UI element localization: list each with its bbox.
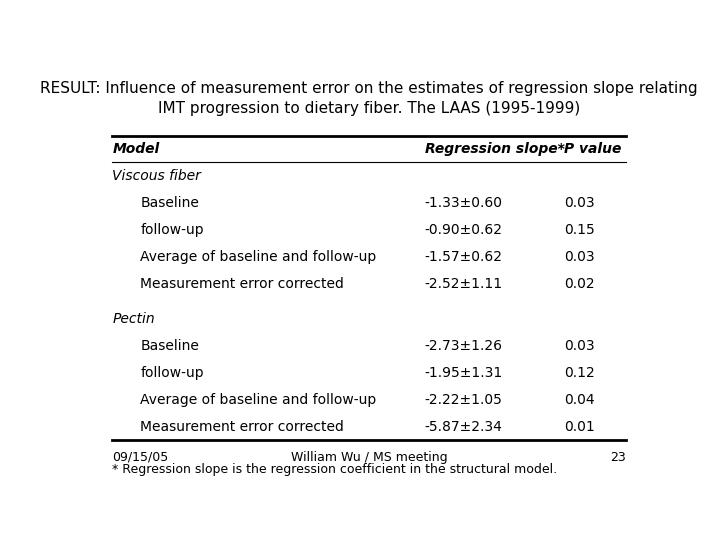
Text: Regression slope*: Regression slope* [425, 141, 564, 156]
Text: -2.22±1.05: -2.22±1.05 [425, 393, 503, 407]
Text: 0.12: 0.12 [564, 366, 595, 380]
Text: Viscous fiber: Viscous fiber [112, 169, 201, 183]
Text: Baseline: Baseline [140, 339, 199, 353]
Text: Average of baseline and follow-up: Average of baseline and follow-up [140, 393, 377, 407]
Text: 0.04: 0.04 [564, 393, 595, 407]
Text: * Regression slope is the regression coefficient in the structural model.: * Regression slope is the regression coe… [112, 463, 557, 476]
Text: RESULT: Influence of measurement error on the estimates of regression slope rela: RESULT: Influence of measurement error o… [40, 82, 698, 116]
Text: 0.02: 0.02 [564, 277, 595, 291]
Text: -1.33±0.60: -1.33±0.60 [425, 196, 503, 210]
Text: Baseline: Baseline [140, 196, 199, 210]
Text: 0.15: 0.15 [564, 223, 595, 237]
Text: -1.95±1.31: -1.95±1.31 [425, 366, 503, 380]
Text: 0.03: 0.03 [564, 250, 595, 264]
Text: -0.90±0.62: -0.90±0.62 [425, 223, 503, 237]
Text: Pectin: Pectin [112, 312, 155, 326]
Text: follow-up: follow-up [140, 223, 204, 237]
Text: Measurement error corrected: Measurement error corrected [140, 420, 344, 434]
Text: 23: 23 [610, 451, 626, 464]
Text: -1.57±0.62: -1.57±0.62 [425, 250, 503, 264]
Text: 09/15/05: 09/15/05 [112, 451, 168, 464]
Text: P value: P value [564, 141, 621, 156]
Text: -2.73±1.26: -2.73±1.26 [425, 339, 503, 353]
Text: -2.52±1.11: -2.52±1.11 [425, 277, 503, 291]
Text: Average of baseline and follow-up: Average of baseline and follow-up [140, 250, 377, 264]
Text: 0.01: 0.01 [564, 420, 595, 434]
Text: Measurement error corrected: Measurement error corrected [140, 277, 344, 291]
Text: William Wu / MS meeting: William Wu / MS meeting [291, 451, 447, 464]
Text: Model: Model [112, 141, 160, 156]
Text: 0.03: 0.03 [564, 339, 595, 353]
Text: 0.03: 0.03 [564, 196, 595, 210]
Text: follow-up: follow-up [140, 366, 204, 380]
Text: -5.87±2.34: -5.87±2.34 [425, 420, 503, 434]
